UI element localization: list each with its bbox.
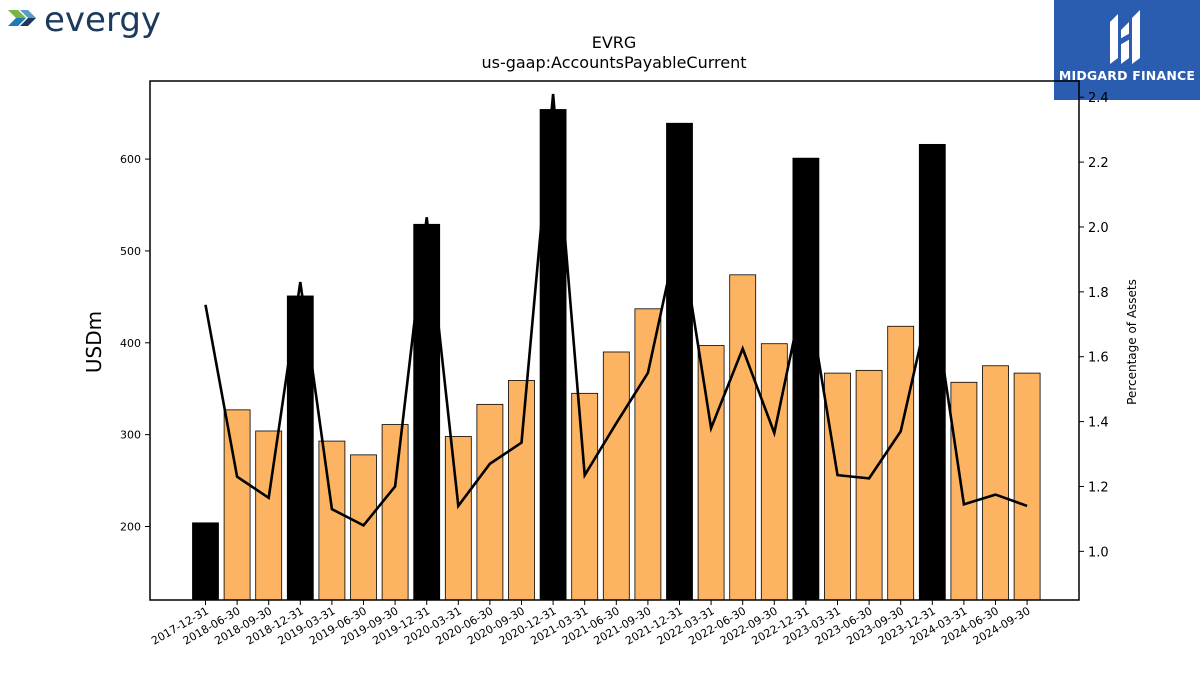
bar-2022-03-31 [697,345,725,601]
bar-2020-06-30 [476,403,504,601]
midgard-emblem-icon [1110,10,1140,64]
y2-tick-label-1.8: 1.8 [1088,286,1109,301]
bar-2018-06-30 [223,409,251,601]
evergy-chevron-blue-icon [8,18,26,26]
bar-2020-03-31 [444,436,472,601]
bar-2024-03-31 [950,381,978,601]
bar-2024-06-30 [982,365,1009,601]
y2-tick-label-1.2: 1.2 [1088,480,1109,495]
chart-title: EVRG [592,33,637,52]
bar-2022-09-30 [760,343,788,601]
y-tick-label-400: 400 [120,337,141,350]
bar-2023-09-30 [887,325,915,601]
bar-2021-12-31 [666,122,693,601]
y-tick-label-300: 300 [120,429,141,442]
percentage-line [204,93,1028,528]
x-axis: 2017-12-312018-06-302018-09-302018-12-31… [149,600,1033,648]
bar-series [192,109,1041,601]
evergy-chevron-navy-icon [20,18,36,26]
bar-2020-09-30 [508,380,535,601]
evergy-chevron-green-icon [8,10,26,18]
midgard-finance-logo: MIDGARD FINANCE [1054,0,1200,100]
y2-tick-label-1.6: 1.6 [1088,351,1109,366]
y2-tick-label-1: 1.0 [1088,545,1109,560]
bar-2023-06-30 [855,369,883,601]
y-tick-label-500: 500 [120,245,141,258]
bar-2021-09-30 [634,308,662,601]
y2-tick-label-2.2: 2.2 [1088,156,1109,171]
y-axis-right: 1.0 1.2 1.4 1.6 1.8 2.0 2.2 2.4 [1079,91,1109,560]
bar-2019-06-30 [350,454,377,601]
bar-2021-03-31 [571,392,599,601]
y-axis-label: USDm [82,311,106,373]
y2-tick-label-1.4: 1.4 [1088,416,1109,431]
y2-axis-label: Percentage of Assets [1125,279,1139,405]
bar-2021-06-30 [602,351,630,601]
y-tick-label-200: 200 [120,521,141,534]
evergy-chevron-teal-icon [20,10,36,18]
y-axis-left: 200 300 400 500 600 [120,153,150,534]
bar-2022-06-30 [729,274,757,601]
bar-2023-12-31 [918,143,946,601]
chart-subtitle: us-gaap:AccountsPayableCurrent [481,53,746,72]
bar-2017-12-31 [192,522,219,601]
y-tick-label-600: 600 [120,153,141,166]
y2-tick-label-2.4: 2.4 [1088,91,1109,106]
bar-2019-03-31 [318,440,346,601]
midgard-finance-wordmark: MIDGARD FINANCE [1058,68,1196,83]
bar-2022-12-31 [792,157,820,601]
bar-2019-12-31 [413,223,441,601]
bar-2018-09-30 [255,430,283,601]
bar-2024-09-30 [1013,372,1041,601]
bar-2019-09-30 [381,424,409,601]
plot-frame [149,80,1080,601]
evergy-wordmark: evergy [44,2,161,40]
evergy-logo: evergy [8,2,161,40]
y2-tick-label-2: 2.0 [1088,221,1109,236]
bar-2023-03-31 [824,372,851,601]
